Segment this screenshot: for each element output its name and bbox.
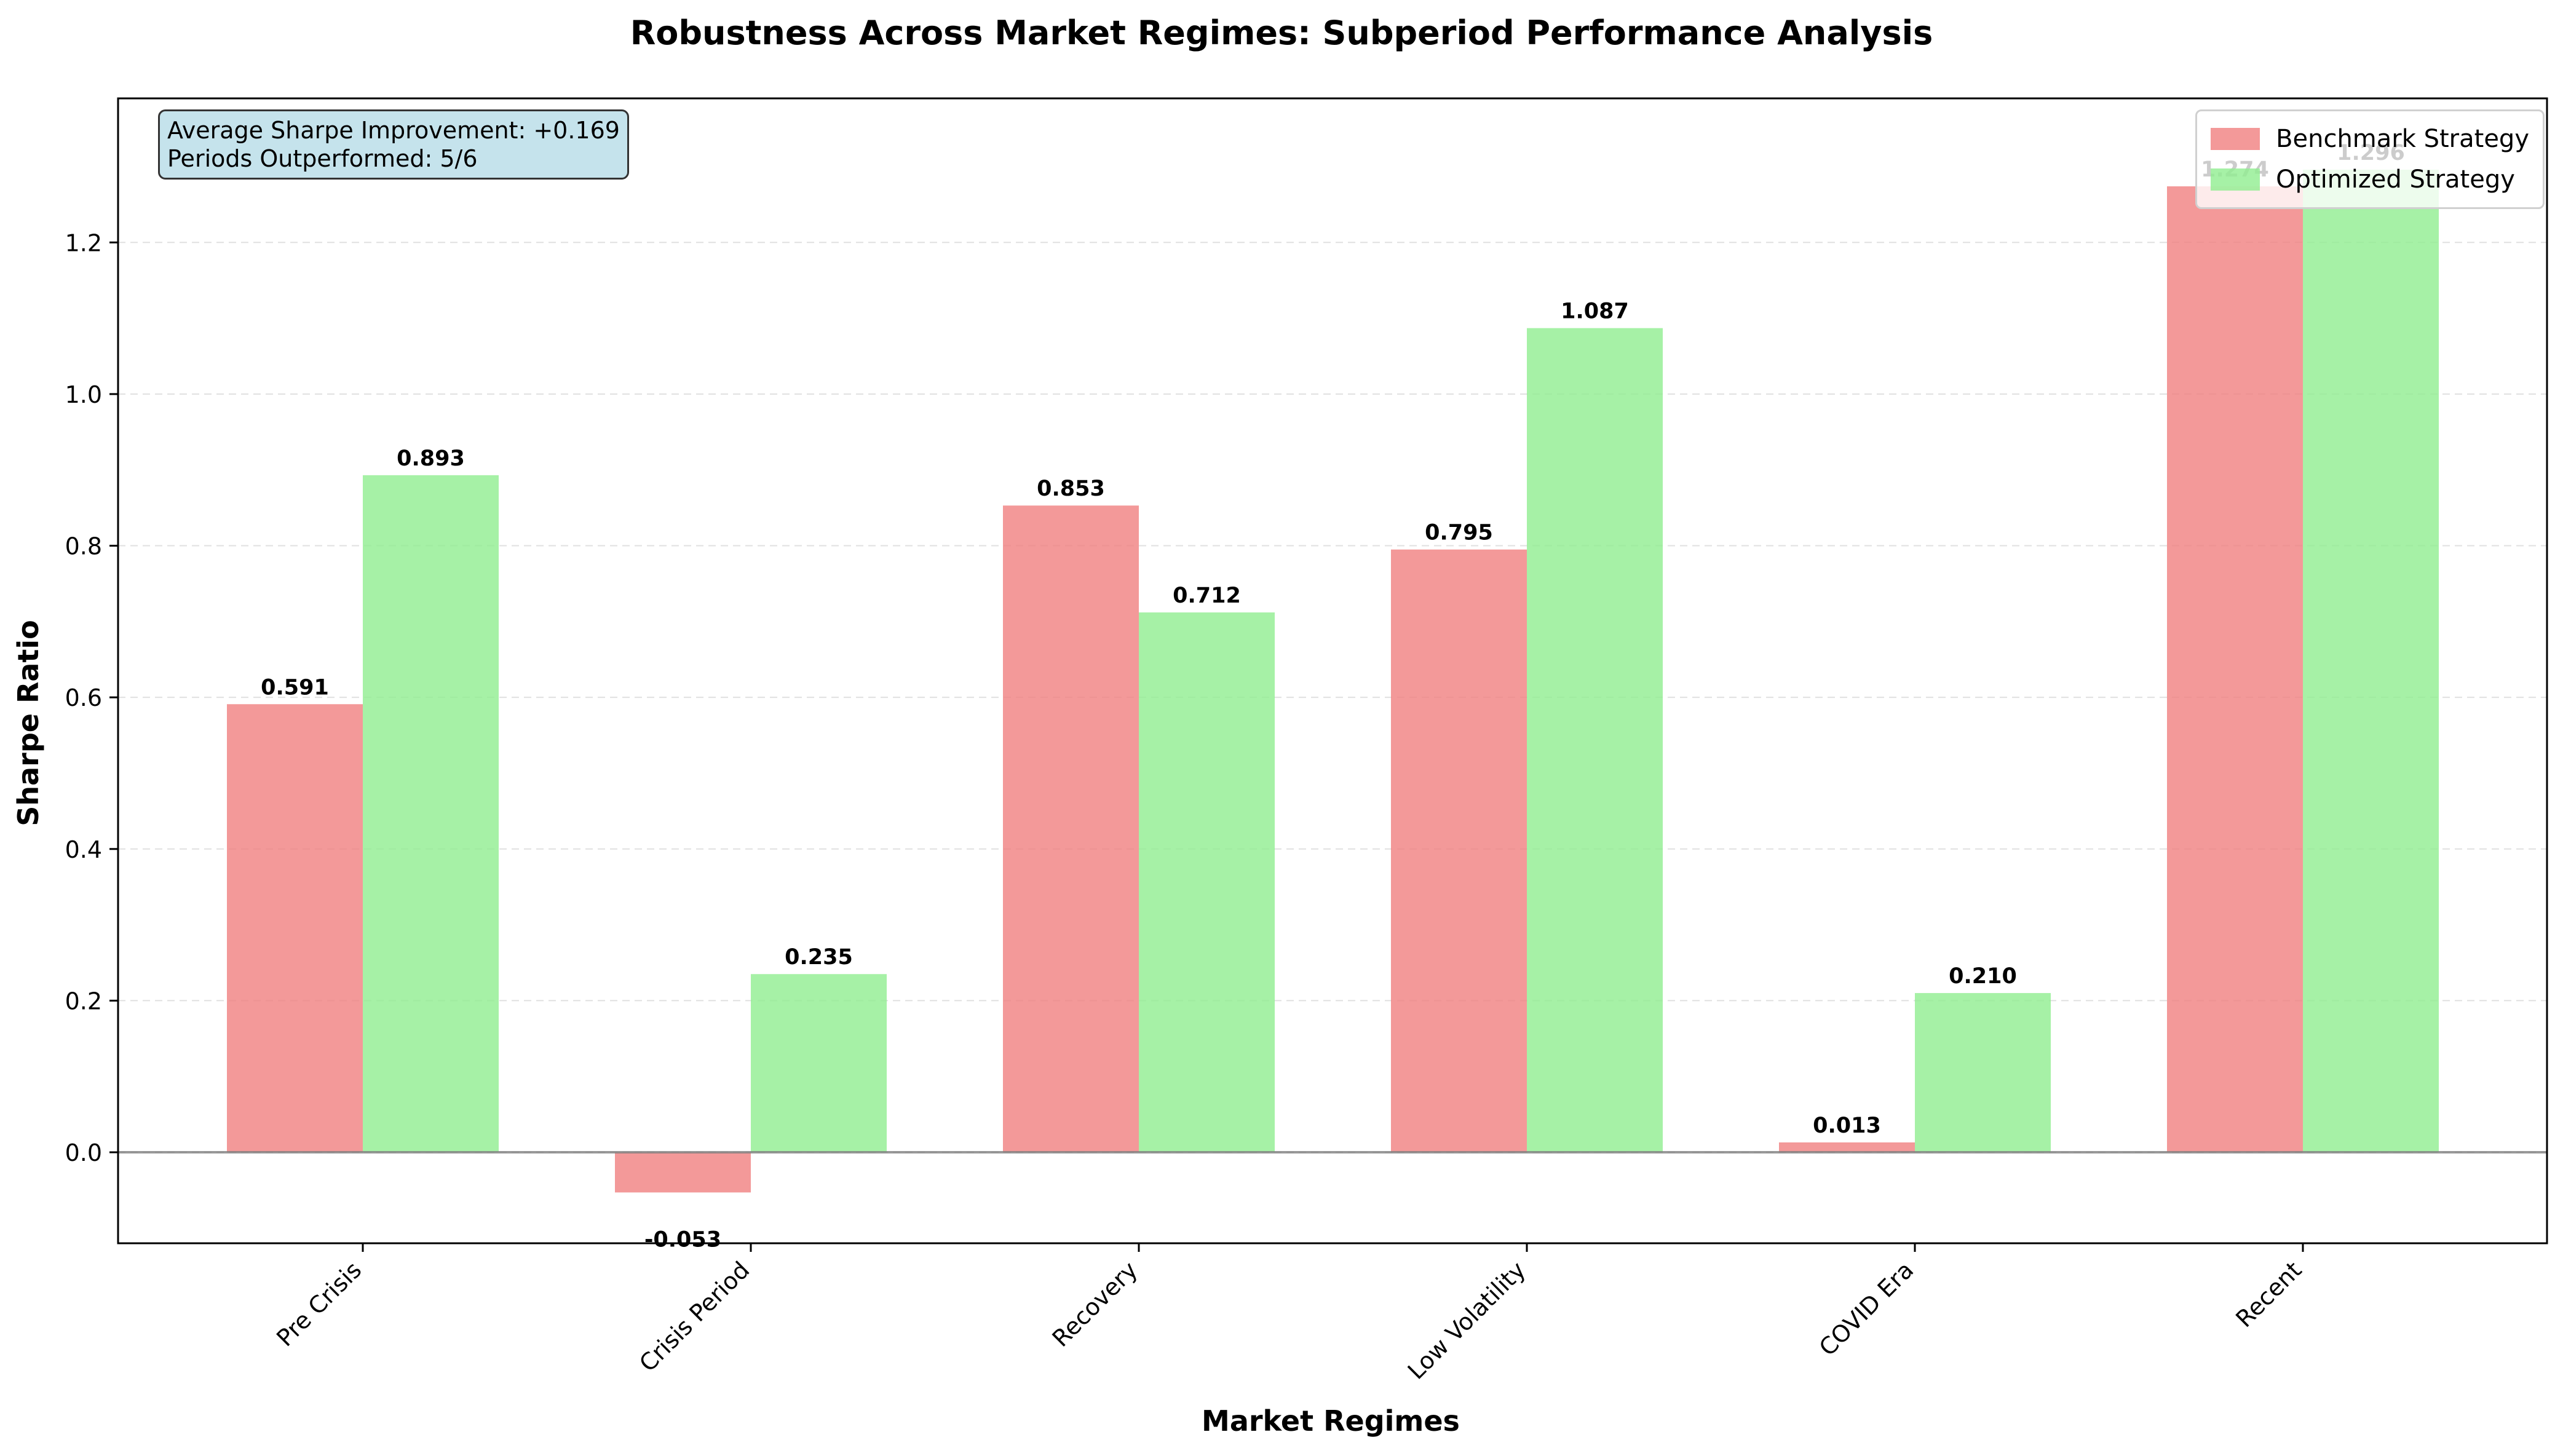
- y-tick-label: 0.2: [65, 987, 102, 1015]
- x-tick-label: Recent: [2230, 1256, 2307, 1332]
- x-axis-label: Market Regimes: [1202, 1404, 1460, 1438]
- summary-annotation: Average Sharpe Improvement: +0.169 Perio…: [158, 109, 629, 180]
- legend-item-benchmark: Benchmark Strategy: [2211, 119, 2529, 159]
- x-tick-label: COVID Era: [1814, 1256, 1919, 1361]
- optimized-bar-5: [1915, 993, 2051, 1153]
- optimized-data-label-5: 0.210: [1949, 964, 2017, 989]
- optimized-bar-6: [2303, 169, 2439, 1153]
- legend-item-optimized: Optimized Strategy: [2211, 159, 2529, 200]
- benchmark-bar-2: [615, 1152, 751, 1193]
- x-tick-label: Recovery: [1047, 1256, 1143, 1352]
- benchmark-bar-4: [1391, 549, 1527, 1153]
- legend-swatch-benchmark: [2211, 128, 2260, 150]
- benchmark-bar-5: [1779, 1142, 1915, 1153]
- plot-area: 0.0 0.2 0.4 0.6 0.8 1.0 1.2 0.591 -0.053 0.853 0.7…: [65, 97, 2548, 1385]
- benchmark-data-label-4: 0.795: [1425, 521, 1493, 545]
- optimized-data-label-2: 0.235: [785, 945, 853, 970]
- benchmark-data-label-3: 0.853: [1037, 477, 1105, 501]
- y-tick-label: 0.0: [65, 1139, 102, 1166]
- x-tick-label: Pre Crisis: [271, 1256, 366, 1351]
- plot-frame: [117, 97, 2548, 1244]
- legend-label-benchmark: Benchmark Strategy: [2276, 125, 2529, 153]
- optimized-bar-2: [751, 974, 887, 1153]
- chart-title: Robustness Across Market Regimes: Subper…: [630, 14, 1933, 52]
- y-tick-label: 0.4: [65, 836, 102, 863]
- summary-line-improvement: Average Sharpe Improvement: +0.169: [167, 117, 620, 144]
- summary-line-outperformed: Periods Outperformed: 5/6: [167, 145, 478, 172]
- benchmark-bar-3: [1003, 505, 1139, 1153]
- optimized-data-label-3: 0.712: [1173, 584, 1241, 608]
- y-tick-label: 0.6: [65, 684, 102, 711]
- benchmark-bar-6: [2167, 186, 2303, 1153]
- legend: Benchmark Strategy Optimized Strategy: [2195, 109, 2545, 209]
- benchmark-data-label-1: 0.591: [261, 675, 329, 700]
- optimized-data-label-1: 0.893: [397, 446, 465, 471]
- optimized-bar-1: [363, 475, 499, 1153]
- optimized-bar-4: [1527, 328, 1663, 1153]
- y-axis-label: Sharpe Ratio: [12, 620, 45, 826]
- benchmark-bar-1: [227, 704, 363, 1153]
- optimized-bar-3: [1139, 612, 1275, 1153]
- optimized-data-label-4: 1.087: [1561, 299, 1629, 324]
- benchmark-data-label-5: 0.013: [1813, 1114, 1881, 1138]
- y-tick-label: 1.2: [65, 229, 102, 256]
- x-tick-label: Crisis Period: [634, 1256, 755, 1377]
- y-tick-label: 0.8: [65, 533, 102, 560]
- x-tick-label: Low Volatility: [1403, 1256, 1531, 1385]
- legend-swatch-optimized: [2211, 168, 2260, 191]
- benchmark-data-label-2: -0.053: [644, 1227, 721, 1252]
- legend-label-optimized: Optimized Strategy: [2276, 165, 2515, 194]
- y-tick-label: 1.0: [65, 381, 102, 408]
